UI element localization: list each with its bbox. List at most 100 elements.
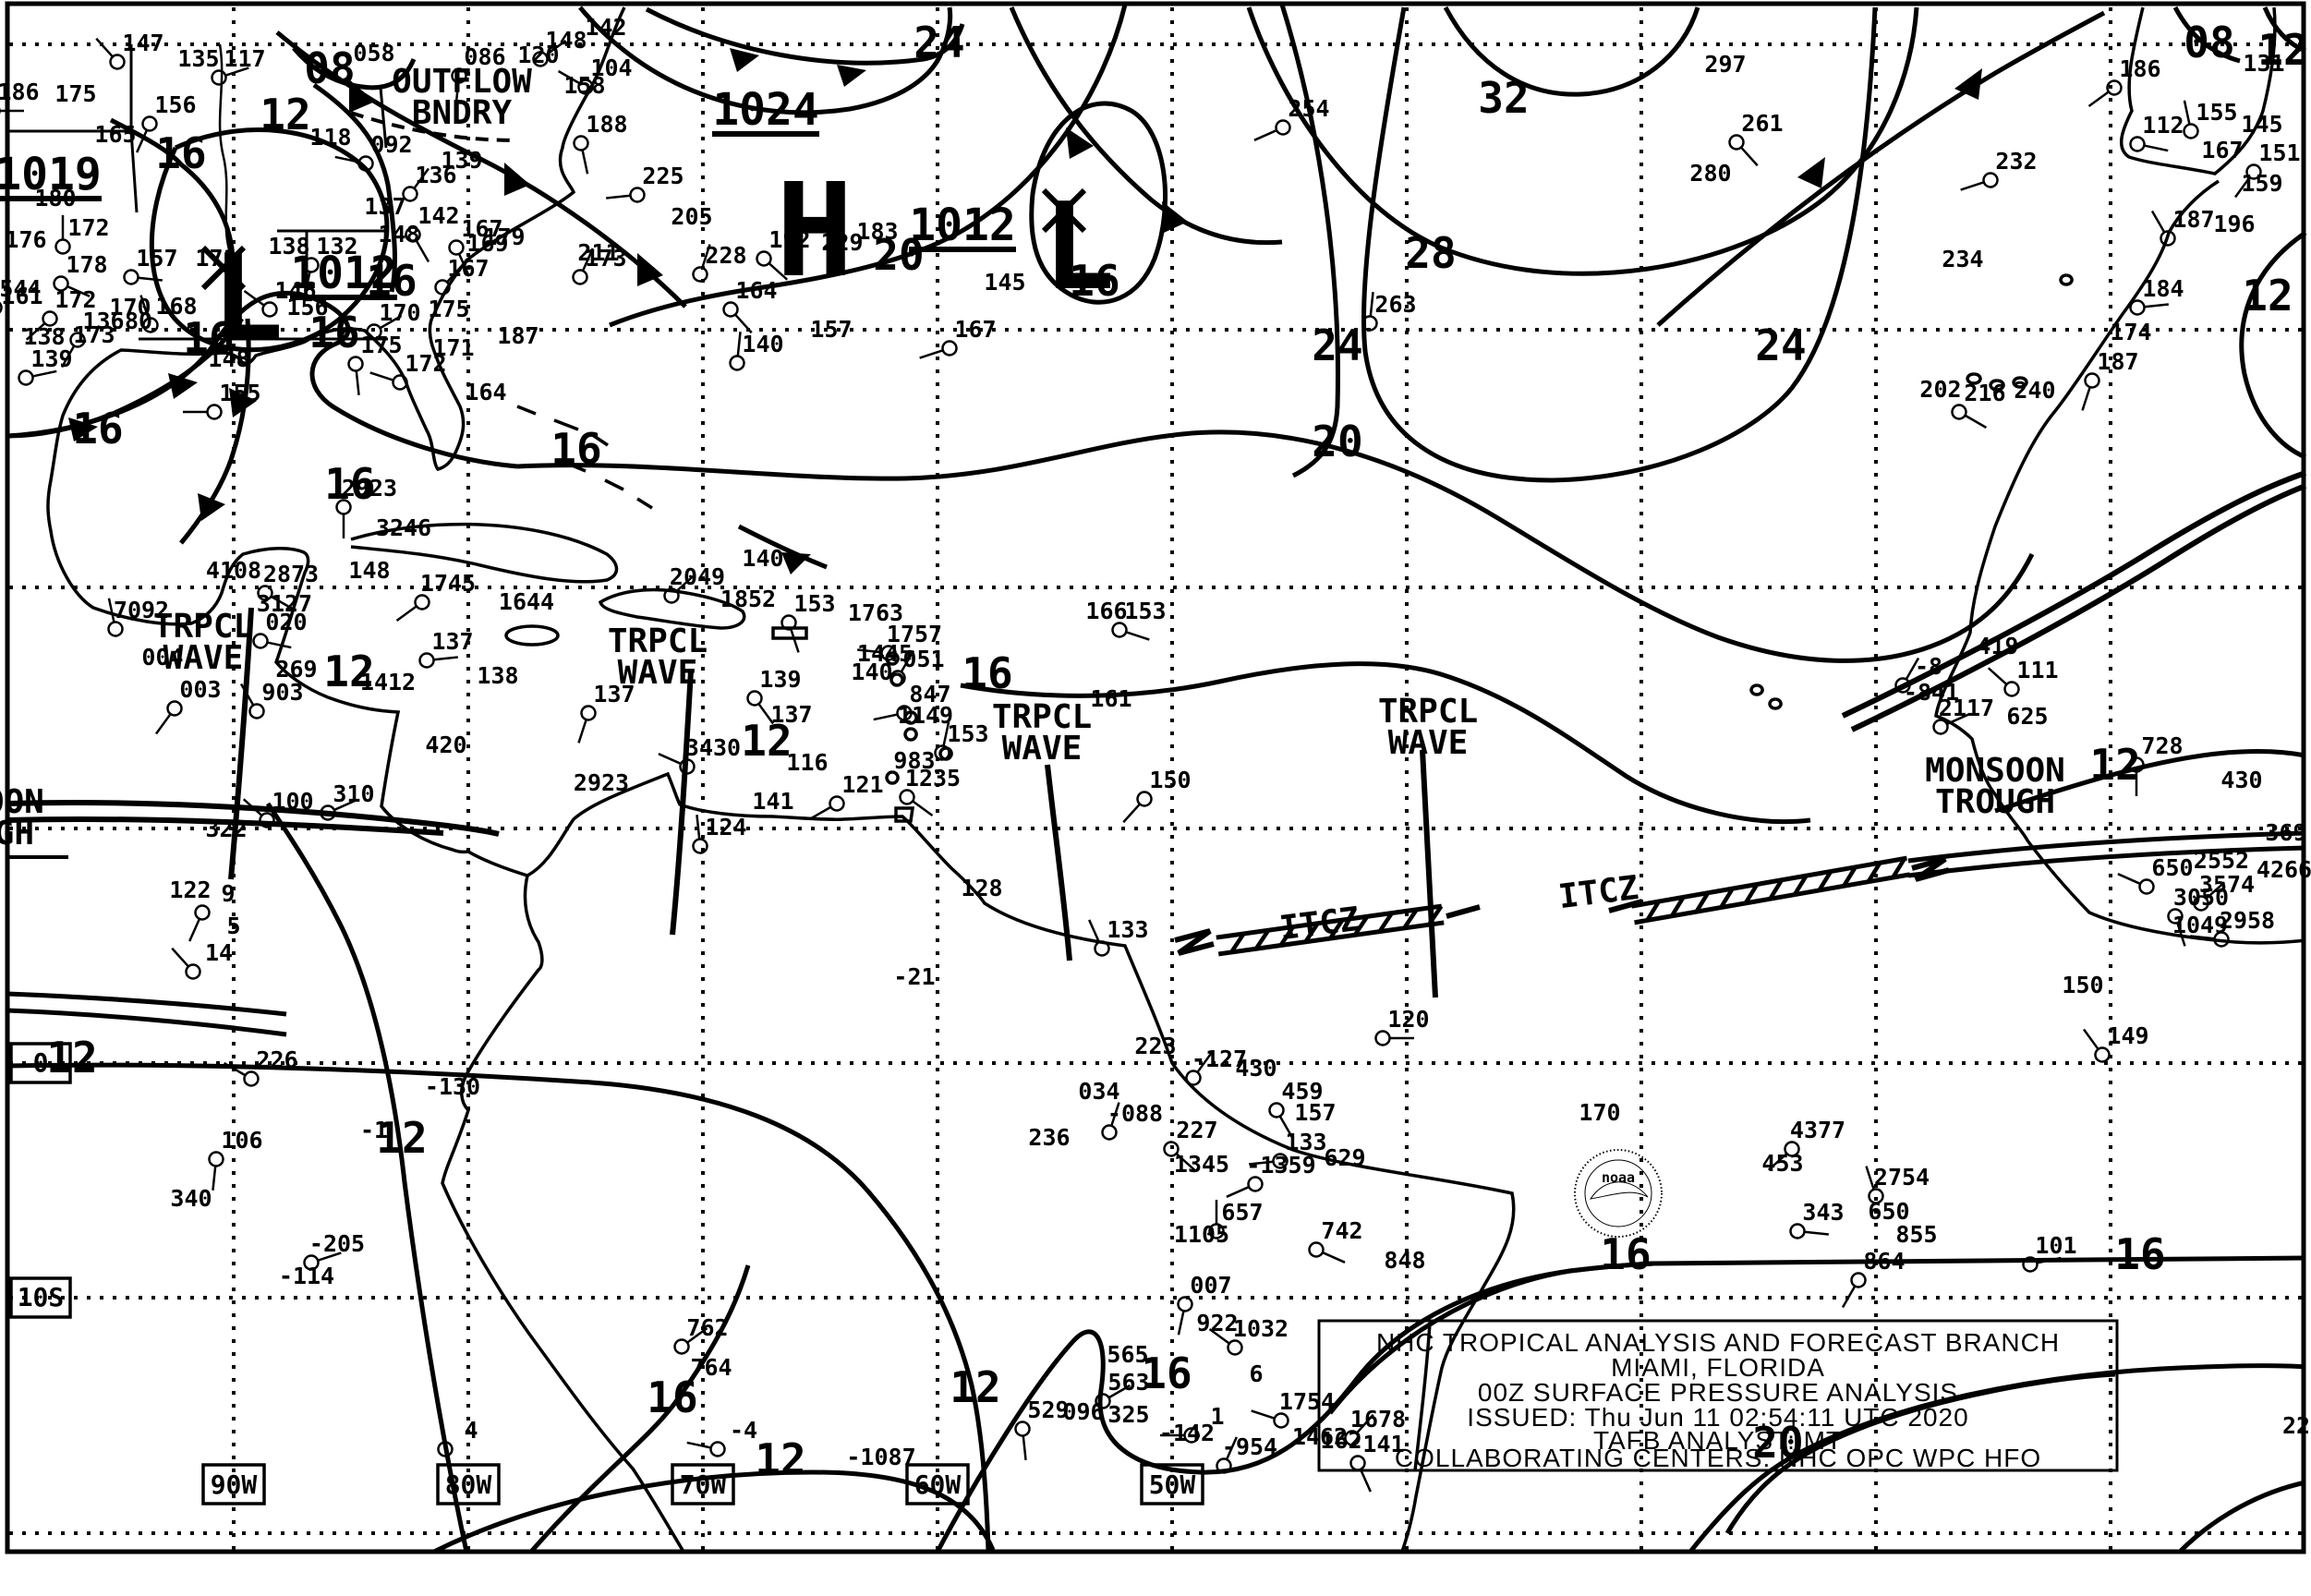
wind-barb-icon (1278, 1115, 1294, 1139)
station-circle-icon (880, 645, 897, 661)
wind-barb-icon (942, 721, 950, 746)
station-value: 112 (2142, 112, 2184, 139)
station-value: 183 (856, 218, 898, 245)
central-pressure-value: 1012 (909, 200, 1016, 251)
station-value: 104 (590, 54, 632, 81)
station-value: 135 (177, 45, 219, 72)
station-value: 922 (1196, 1310, 1238, 1336)
station-value: 003 (179, 676, 221, 703)
coast-jamaica (504, 624, 560, 647)
station-circle-icon (437, 1441, 454, 1457)
station-value: 2873 (263, 561, 319, 587)
station-circle-icon (243, 1070, 260, 1087)
station-value: 340 (170, 1185, 212, 1212)
station-value: 137 (593, 681, 635, 707)
station-value: 2923 (574, 769, 629, 796)
station-value: 419 (1977, 633, 2018, 659)
station-value: 1149 (898, 702, 953, 729)
isobar-value-label: 08 (304, 43, 355, 93)
station-circle-icon (1982, 172, 1999, 188)
fronts (6, 6, 2106, 574)
longitude-label: 50W (1149, 1469, 1196, 1500)
wind-barb-icon (457, 253, 470, 277)
station-value: -130 (425, 1073, 480, 1100)
wind-barb-icon (334, 155, 359, 163)
station-value: 202 (1919, 376, 1961, 403)
station-circle-icon (261, 301, 278, 318)
wind-barb-icon (790, 628, 800, 653)
feature-label-line: WAVE (1388, 724, 1469, 762)
isobar-value-label: 16 (72, 404, 123, 453)
isobar-1016-atlantic (516, 429, 2035, 663)
title-box-text: NHC TROPICAL ANALYSIS AND FORECAST BRANC… (1376, 1328, 2059, 1472)
central-pressure-value: 1024 (712, 84, 819, 136)
station-value: 175 (54, 80, 96, 107)
wind-barb-icon (1841, 1285, 1857, 1309)
station-value: 565 (1107, 1341, 1148, 1368)
feature-label-line: TROUGH (1935, 783, 2055, 821)
isobar-value-label: 12 (755, 1434, 805, 1484)
coast-west-africa (1934, 179, 2306, 945)
station-value: 227 (1176, 1117, 1217, 1143)
isobar-value-label: 08 (2184, 18, 2234, 67)
station-circle-icon (1789, 1223, 1806, 1239)
isobar-value-label: 16 (183, 313, 234, 363)
itcz-band (1174, 830, 2306, 957)
isobar-value-label: 28 (1405, 228, 1456, 278)
station-circle-icon (109, 54, 126, 70)
station-circle-icon (303, 257, 320, 273)
station-value: 156 (154, 91, 196, 118)
station-value: 168 (155, 293, 197, 320)
isobar-value-label: 16 (962, 648, 1012, 698)
station-value: 166 (1085, 598, 1127, 624)
station-value: 188 (586, 111, 627, 138)
wind-barb-icon (2117, 873, 2141, 886)
station-circle-icon (532, 51, 549, 67)
wind-barb-icon (545, 40, 567, 56)
station-circle-icon (934, 744, 950, 761)
itcz-hatch (1303, 922, 1320, 944)
station-value: 155 (219, 380, 260, 406)
station-circle-icon (629, 187, 646, 203)
station-value: 5 (226, 913, 240, 939)
station-value: 172 (405, 350, 446, 377)
station-value: 22 (2282, 1412, 2310, 1439)
wind-barb-icon (1740, 146, 1759, 167)
wind-barb-icon (95, 37, 114, 58)
wind-barb-icon (1767, 1153, 1788, 1171)
wind-barb-icon (1359, 1469, 1372, 1493)
isobar-value-label: 20 (1312, 417, 1362, 466)
central-pressure-value: 1019 (0, 149, 102, 200)
station-circle-icon (392, 374, 408, 391)
station-circle-icon (2167, 908, 2184, 925)
wind-barb-icon (1022, 1435, 1027, 1460)
station-value: 728 (2141, 732, 2183, 759)
isobar-1020-through-title-box (1724, 1372, 2116, 1535)
station-value: 1745 (420, 570, 476, 597)
coast-canary-capeverde-islands (1749, 273, 2074, 710)
station-circle-icon (252, 633, 269, 649)
wind-barb-icon (2087, 91, 2110, 107)
station-circle-icon (405, 226, 421, 243)
station-value: 157 (136, 245, 177, 272)
map-frame (5, 1, 2306, 1554)
itcz-hatch (1842, 865, 1857, 888)
station-value: 254 (1288, 95, 1329, 122)
station-circle-icon (434, 279, 451, 296)
wind-barb-icon (1905, 657, 1920, 681)
isobar-value-label: 16 (647, 1372, 697, 1422)
station-value: 020 (265, 609, 307, 635)
wind-barb-icon (701, 244, 711, 269)
station-value: 161 (1090, 685, 1131, 712)
cold-front-texas-west (6, 317, 245, 439)
isobar-1012-africa-south (1994, 749, 2306, 814)
wind-barb-icon (606, 194, 631, 200)
itcz-line (1216, 903, 1443, 940)
longitude-label: 90W (211, 1469, 258, 1500)
station-value: 058 (353, 40, 394, 66)
coast-through-title-box (1413, 1322, 1432, 1471)
wind-barb-icon (2190, 935, 2215, 940)
isobar-1012-equator (6, 1062, 991, 1553)
wind-barb-icon (1964, 414, 1988, 429)
isobar-value-label: 16 (2114, 1229, 2165, 1279)
